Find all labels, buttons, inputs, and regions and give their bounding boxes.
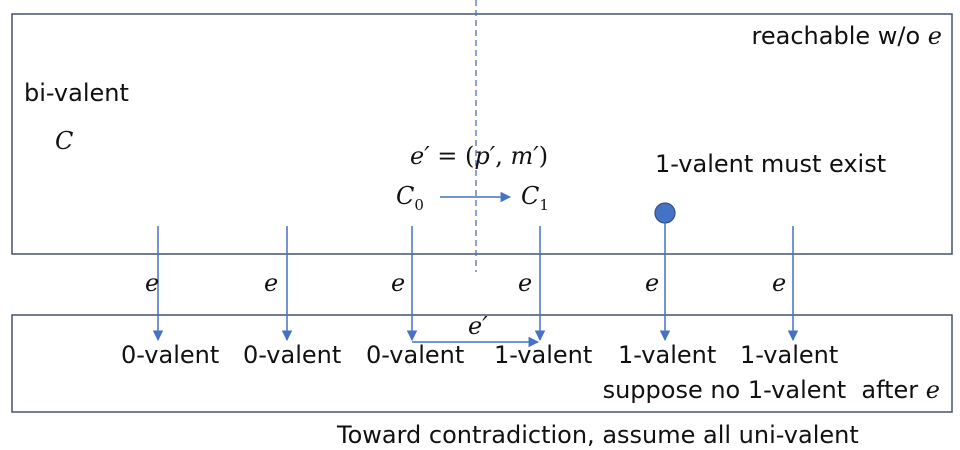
state-label: 1-valent [740,341,838,369]
state-label: 1-valent [618,341,716,369]
after-e-region-box [11,314,953,413]
e-prime-connector-label: e′ [468,312,488,340]
valency-states: 0-valent 0-valent 0-valent 1-valent 1-va… [121,341,838,369]
config-c1-label: C1 [521,182,549,214]
config-c-label: C [55,127,73,155]
e-edges: e e e e e e [145,223,799,342]
config-c0-label: C0 [396,182,424,214]
edge-label: e [772,269,786,297]
reachable-region-box [11,13,953,255]
state-label: 0-valent [121,341,219,369]
assumption-note: suppose no 1-valent after e [603,376,940,404]
footer-caption: Toward contradiction, assume all uni-val… [336,421,859,449]
reachable-label: reachable w/o e [752,22,942,50]
state-label: 1-valent [494,341,592,369]
edge-label: e [264,269,278,297]
event-definition: e′ = (p′, m′) [410,142,548,170]
one-valent-node [654,202,676,224]
edge-label: e [145,269,159,297]
bivalent-label: bi-valent [24,79,129,107]
edge-label: e [645,269,659,297]
state-label: 0-valent [243,341,341,369]
one-valent-note: 1-valent must exist [655,150,886,178]
edge-label: e [518,269,532,297]
state-label: 0-valent [366,341,464,369]
edge-label: e [391,269,405,297]
